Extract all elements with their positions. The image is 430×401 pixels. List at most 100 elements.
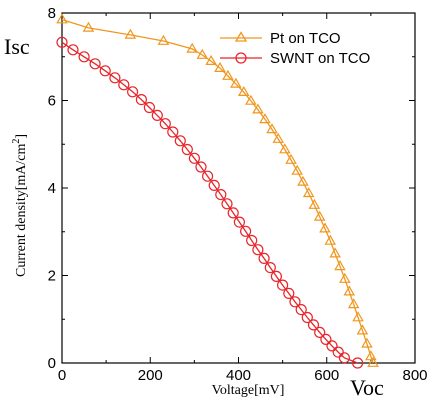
data-point-triangle	[259, 113, 271, 124]
data-point-triangle	[285, 153, 297, 164]
x-tick-label: 600	[314, 367, 339, 384]
axis-ticks	[61, 12, 416, 364]
x-tick-label: 0	[58, 367, 66, 384]
data-point-triangle	[157, 34, 170, 45]
series-line	[61, 18, 374, 364]
data-point-circle	[151, 109, 163, 122]
data-point-triangle	[319, 222, 331, 233]
data-point-triangle	[313, 210, 326, 221]
data-point-circle	[332, 346, 344, 358]
data-point-circle	[320, 333, 332, 345]
x-tick-label: 200	[138, 367, 163, 384]
data-point-circle	[221, 198, 233, 210]
data-point-circle	[338, 352, 350, 364]
data-point-triangle	[252, 103, 264, 114]
data-point-triangle	[365, 350, 377, 361]
data-point-circle	[67, 44, 79, 56]
data-point-circle	[352, 357, 364, 369]
data-point-triangle	[272, 132, 285, 143]
data-point-circle	[283, 287, 295, 299]
voc-annotation: Voc	[350, 375, 384, 400]
data-point-triangle	[124, 28, 137, 39]
data-point-circle	[109, 72, 121, 84]
y-tick-label: 0	[48, 355, 56, 372]
data-point-circle	[264, 262, 276, 274]
data-point-triangle	[214, 61, 226, 73]
data-point-triangle	[367, 356, 379, 367]
data-point-triangle	[237, 86, 250, 97]
data-point-circle	[78, 51, 90, 63]
data-point-triangle	[324, 234, 337, 245]
data-point-triangle	[222, 69, 234, 80]
data-point-circle	[188, 152, 200, 164]
data-point-circle	[270, 270, 282, 282]
data-point-triangle	[245, 94, 257, 105]
data-point-circle	[127, 86, 139, 98]
legend: Pt on TCO SWNT on TCO	[220, 30, 370, 67]
x-tick-label: 400	[226, 367, 251, 384]
data-point-triangle	[329, 247, 341, 258]
data-point-circle	[181, 143, 193, 156]
legend-marker-pt	[234, 31, 248, 42]
data-point-circle	[143, 101, 155, 114]
data-point-triangle	[343, 285, 356, 296]
data-point-circle	[89, 58, 101, 70]
data-point-circle	[307, 319, 320, 331]
data-point-triangle	[82, 21, 95, 32]
data-point-triangle	[205, 54, 217, 66]
x-axis-title: Voltage[mV]	[212, 383, 285, 398]
data-point-circle	[159, 118, 171, 130]
data-point-circle	[289, 296, 301, 308]
series-layer	[56, 13, 379, 369]
series-0	[56, 13, 379, 367]
data-point-circle	[99, 65, 111, 77]
data-point-triangle	[361, 337, 373, 348]
data-point-triangle	[334, 260, 346, 271]
data-point-circle	[233, 216, 245, 228]
data-point-circle	[258, 252, 270, 264]
legend-label-swnt: SWNT on TCO	[270, 50, 370, 67]
isc-annotation: Isc	[4, 34, 30, 59]
data-point-circle	[195, 161, 207, 173]
data-point-circle	[326, 340, 338, 352]
data-point-circle	[135, 93, 147, 106]
data-point-circle	[246, 234, 258, 247]
data-point-triangle	[56, 13, 68, 24]
data-point-circle	[301, 311, 313, 324]
data-point-triangle	[339, 272, 351, 283]
data-point-triangle	[196, 48, 209, 59]
data-point-triangle	[302, 187, 315, 198]
legend-marker-swnt	[235, 52, 247, 64]
data-point-circle	[174, 135, 186, 147]
data-point-circle	[202, 170, 214, 182]
data-point-triangle	[297, 175, 309, 186]
y-tick-label: 2	[48, 268, 56, 285]
axis-tick-labels: 0 200 400 600 800 0 2 4 6 8	[48, 5, 428, 384]
data-point-triangle	[230, 77, 242, 88]
data-point-circle	[118, 79, 130, 91]
data-point-triangle	[266, 123, 278, 134]
y-axis-title-sup: 2	[11, 139, 22, 144]
data-point-triangle	[291, 164, 303, 175]
data-point-triangle	[356, 324, 369, 335]
data-point-circle	[167, 126, 179, 138]
y-tick-label: 6	[48, 93, 56, 110]
data-point-triangle	[347, 298, 360, 309]
data-point-circle	[295, 304, 307, 316]
x-tick-label: 800	[402, 367, 427, 384]
y-tick-label: 4	[48, 180, 56, 197]
data-point-circle	[227, 207, 239, 219]
data-point-circle	[215, 189, 227, 201]
legend-label-pt: Pt on TCO	[270, 30, 341, 47]
y-tick-label: 8	[48, 5, 56, 22]
data-point-circle	[208, 179, 220, 191]
data-point-circle	[252, 244, 264, 256]
y-axis-title-tail: ]	[14, 134, 29, 139]
data-point-triangle	[186, 42, 198, 53]
data-point-circle	[56, 36, 68, 48]
data-point-triangle	[352, 311, 364, 322]
data-point-triangle	[308, 198, 321, 209]
series-1	[56, 36, 364, 369]
data-point-circle	[240, 225, 252, 237]
